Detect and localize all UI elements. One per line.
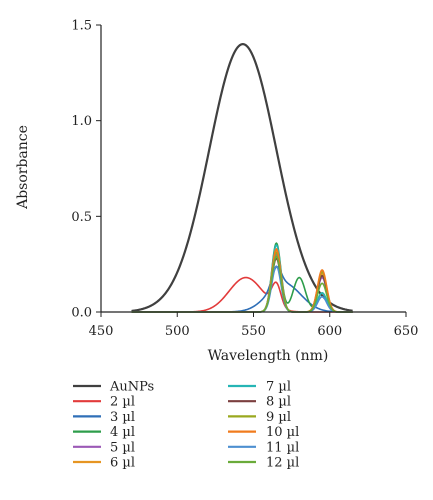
- legend-label: 7 µl: [266, 380, 291, 395]
- legend-item-7: 7 µl: [228, 380, 291, 395]
- legend-item-11: 11 µl: [228, 440, 299, 455]
- y-axis-title: Absorbance: [15, 125, 31, 210]
- legend-label: 10 µl: [266, 425, 299, 440]
- x-tick-label: 450: [89, 324, 114, 339]
- y-tick-label: 0.0: [71, 306, 92, 321]
- legend-label: 6 µl: [110, 456, 135, 471]
- series-line-10: [131, 248, 353, 313]
- legend-label: 4 µl: [110, 425, 135, 440]
- legend-item-4: 4 µl: [73, 425, 135, 440]
- ticks: 450 500 550 600 650 0.0 0.5 1.0 1.5: [71, 19, 418, 340]
- legend-label: AuNPs: [109, 380, 154, 395]
- legend-item-10: 10 µl: [228, 425, 299, 440]
- y-tick-label: 0.5: [71, 210, 92, 225]
- legend-label: 8 µl: [266, 395, 291, 410]
- legend-item-12: 12 µl: [228, 456, 299, 471]
- legend-label: 9 µl: [266, 410, 291, 425]
- x-axis-title: Wavelength (nm): [208, 348, 329, 364]
- x-tick-label: 500: [165, 324, 190, 339]
- x-tick-label: 600: [317, 324, 342, 339]
- legend-label: 11 µl: [266, 440, 299, 455]
- y-tick-label: 1.0: [71, 114, 92, 129]
- legend-item-8: 8 µl: [228, 395, 291, 410]
- series-line-1: [131, 43, 353, 313]
- legend-item-6: 6 µl: [73, 456, 135, 471]
- legend-label: 12 µl: [266, 456, 299, 471]
- plot-area: [131, 43, 353, 313]
- legend-item-1: AuNPs: [73, 380, 154, 395]
- x-tick-label: 550: [241, 324, 266, 339]
- x-tick-label: 650: [394, 324, 419, 339]
- axes: [100, 25, 406, 313]
- legend-label: 2 µl: [110, 395, 135, 410]
- legend-item-3: 3 µl: [73, 410, 135, 425]
- legend-item-9: 9 µl: [228, 410, 291, 425]
- legend-item-5: 5 µl: [73, 440, 135, 455]
- y-tick-label: 1.5: [71, 19, 92, 34]
- legend-item-2: 2 µl: [73, 395, 135, 410]
- legend-label: 3 µl: [110, 410, 135, 425]
- legend-label: 5 µl: [110, 440, 135, 455]
